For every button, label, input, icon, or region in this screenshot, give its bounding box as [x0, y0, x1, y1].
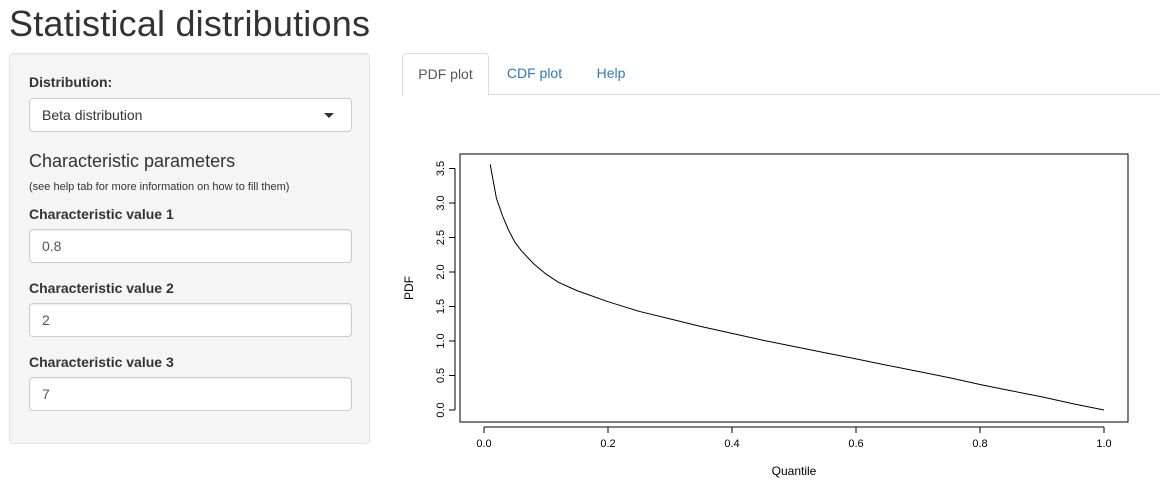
distribution-label: Distribution:: [29, 74, 113, 90]
pdf-plot: 0.0 0.2 0.4 0.6 0.8 1.0 0.0 0.5 1.0 1.5 2.0 2.5 3.0…: [402, 153, 1129, 478]
y-tick-label: 1.0: [435, 333, 447, 348]
param-3-input[interactable]: [29, 377, 352, 411]
section-title: Characteristic parameters: [29, 151, 236, 171]
param-2-label: Characteristic value 2: [29, 280, 174, 296]
caret-down-icon: [324, 113, 334, 118]
app-title: Statistical distributions: [9, 3, 371, 44]
param-1-input[interactable]: [29, 229, 352, 263]
y-tick-label: 1.5: [435, 299, 447, 314]
help-note: (see help tab for more information on ho…: [29, 181, 290, 193]
plot-frame: [459, 153, 1129, 423]
x-tick-label: 1.0: [1096, 438, 1111, 450]
x-tick-label: 0.0: [476, 438, 491, 450]
tab-help[interactable]: Help: [596, 65, 626, 81]
x-axis: 0.0 0.2 0.4 0.6 0.8 1.0: [476, 426, 1112, 450]
tab-bar: PDF plot CDF plot Help: [402, 53, 1160, 96]
x-tick-label: 0.4: [724, 438, 739, 450]
y-axis: 0.0 0.5 1.0 1.5 2.0 2.5 3.0 3.5: [435, 161, 456, 418]
y-axis-label: PDF: [402, 276, 416, 300]
tab-cdf-plot[interactable]: CDF plot: [506, 65, 563, 81]
y-tick-label: 0.5: [435, 368, 447, 383]
param-2-input[interactable]: [29, 303, 352, 337]
y-tick-label: 2.5: [435, 230, 447, 245]
y-tick-label: 0.0: [435, 402, 447, 417]
x-tick-label: 0.8: [972, 438, 987, 450]
x-tick-label: 0.2: [600, 438, 615, 450]
y-tick-label: 2.0: [435, 264, 447, 279]
pdf-curve: [489, 164, 1105, 411]
y-tick-label: 3.5: [435, 161, 447, 176]
sidebar-panel: Distribution: Beta distribution Characte…: [9, 53, 370, 444]
tab-pdf-plot[interactable]: PDF plot: [402, 53, 489, 96]
distribution-select[interactable]: Beta distribution: [29, 98, 352, 132]
param-1-label: Characteristic value 1: [29, 206, 174, 222]
distribution-select-value: Beta distribution: [42, 107, 143, 123]
param-3-label: Characteristic value 3: [29, 354, 174, 370]
y-tick-label: 3.0: [435, 195, 447, 210]
x-axis-label: Quantile: [772, 464, 817, 478]
x-tick-label: 0.6: [848, 438, 863, 450]
